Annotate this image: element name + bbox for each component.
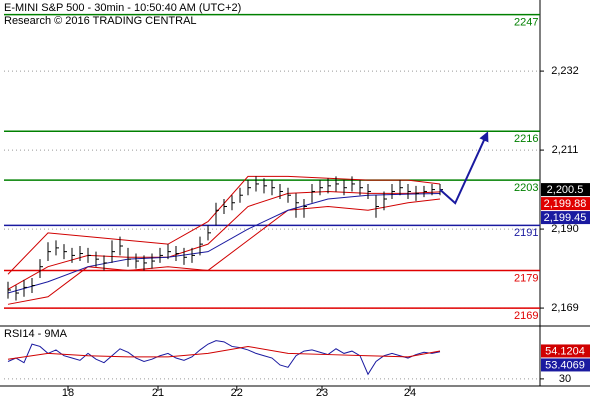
price-label-box <box>541 197 590 211</box>
indicator-line <box>7 190 441 290</box>
price-label: 53.4069 <box>545 359 585 371</box>
level-label: 2191 <box>514 227 538 239</box>
chart-subtitle: Research © 2016 TRADING CENTRAL <box>4 15 197 27</box>
price-label: 2,199.45 <box>544 212 587 224</box>
y-tick-label: 30 <box>559 373 571 385</box>
y-tick-label: 2,232 <box>551 65 579 77</box>
indicator-line <box>7 175 441 275</box>
indicator-line <box>7 198 441 305</box>
indicator-line <box>7 193 441 294</box>
x-tick-label: 23 <box>316 387 328 399</box>
level-label: 2169 <box>514 310 538 322</box>
level-label: 2203 <box>514 182 538 194</box>
price-label: 2,199.88 <box>544 198 587 210</box>
chart-title: E-MINI S&P 500 - 30min - 10:50:40 AM (UT… <box>4 2 241 14</box>
price-label-box <box>541 344 590 358</box>
y-tick-label: 2,211 <box>552 144 579 156</box>
price-label-box <box>541 211 590 225</box>
projection-arrow <box>439 131 489 205</box>
rsi-line <box>7 340 441 376</box>
price-label: 2,200.5 <box>547 184 584 196</box>
x-tick-label: 22 <box>231 387 243 399</box>
price-label-box <box>541 183 590 197</box>
x-tick-label: 24 <box>404 387 416 399</box>
rsi-line <box>7 345 441 360</box>
level-label: 2216 <box>514 133 538 145</box>
price-label-box <box>541 358 590 372</box>
y-tick-label: 2,190 <box>551 223 579 235</box>
x-tick-label: 21 <box>152 387 164 399</box>
level-label: 2247 <box>514 17 538 29</box>
level-label: 2179 <box>514 272 538 284</box>
price-label: 54.1204 <box>545 345 585 357</box>
x-tick-label: 18 <box>62 387 74 399</box>
rsi-title: RSI14 - 9MA <box>4 328 68 340</box>
y-tick-label: 2,169 <box>551 302 579 314</box>
